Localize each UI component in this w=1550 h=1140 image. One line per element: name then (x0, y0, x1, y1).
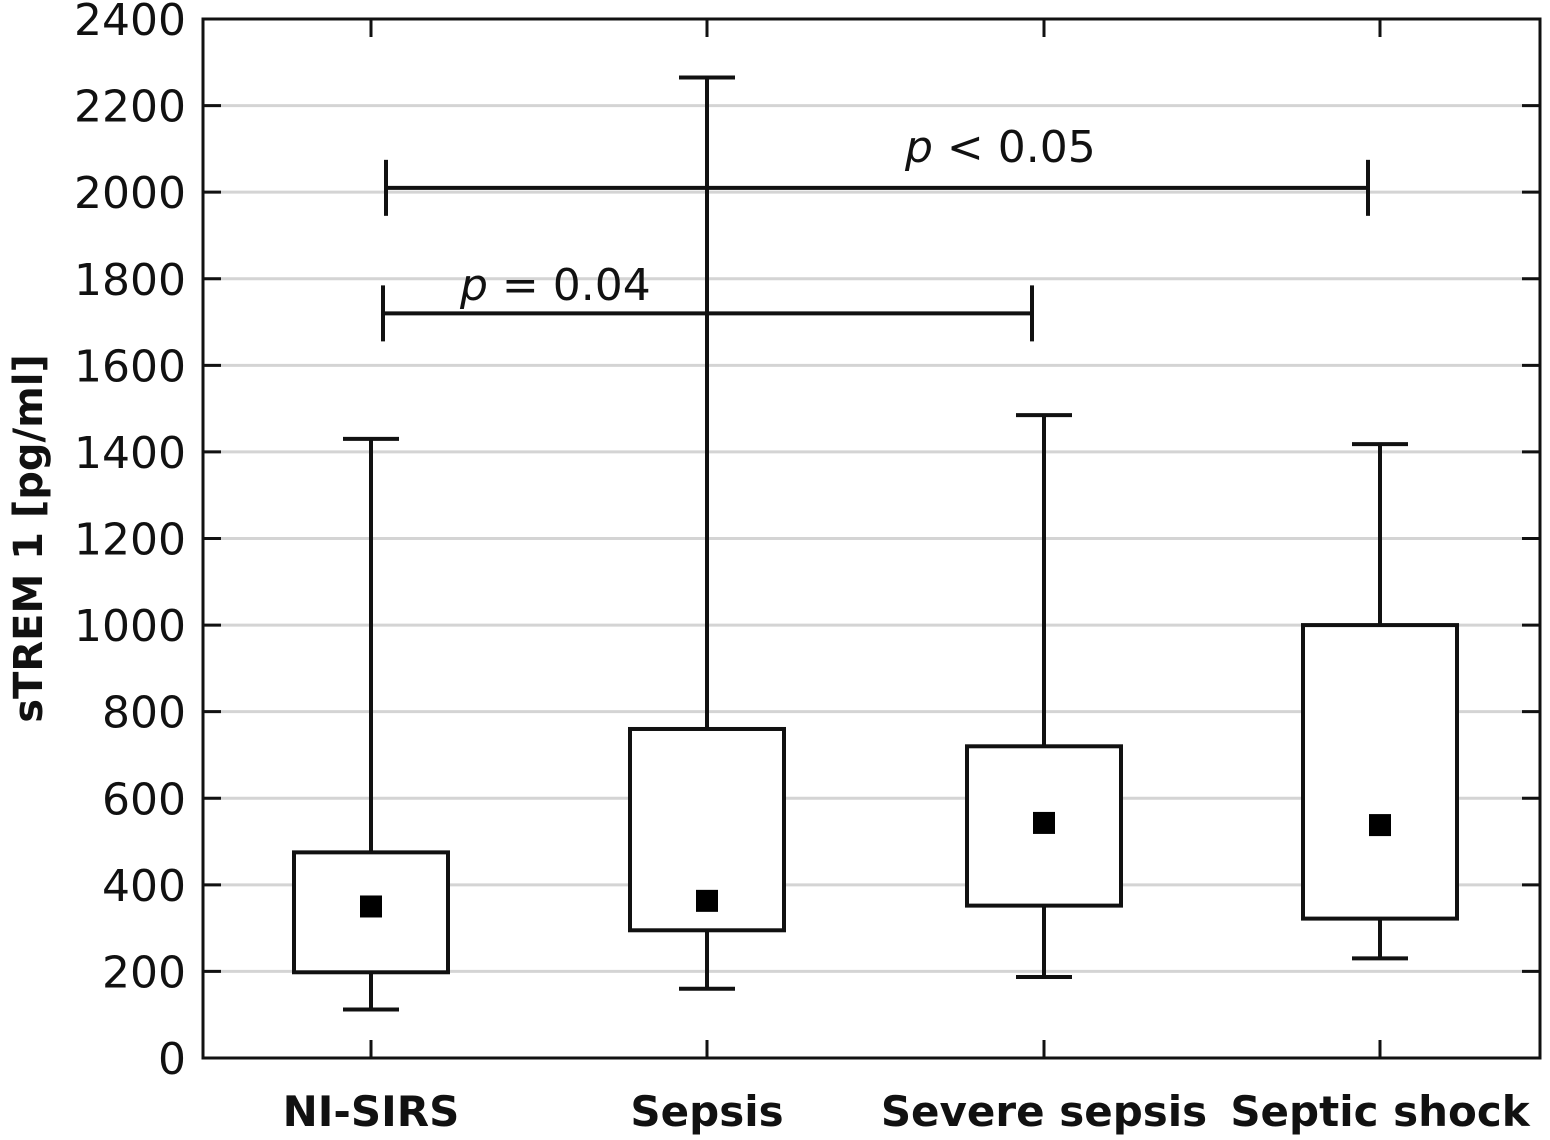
median-marker (1369, 814, 1391, 837)
significance-bracket: p < 0.05 (384, 122, 1370, 216)
y-tick-label: 0 (158, 1034, 186, 1085)
p-value: = 0.04 (488, 260, 651, 311)
x-category-label: Severe sepsis (881, 1087, 1207, 1136)
y-tick-label: 800 (102, 688, 186, 739)
p-value: < 0.05 (933, 122, 1096, 173)
y-tick-label: 200 (102, 947, 186, 998)
y-tick-label: 2000 (74, 168, 186, 219)
x-category-label: Septic shock (1230, 1087, 1530, 1136)
y-tick-label: 1400 (74, 428, 186, 479)
y-tick-label: 1800 (74, 255, 186, 306)
box-septic-shock (1301, 442, 1459, 961)
median-marker (360, 895, 382, 918)
median-marker (1033, 811, 1055, 834)
y-tick-label: 1000 (74, 601, 186, 652)
p-symbol: p (904, 122, 933, 173)
x-category-label: NI-SIRS (283, 1087, 460, 1136)
box-ni-sirs (292, 436, 450, 1012)
y-tick-label: 1200 (74, 515, 186, 566)
p-symbol: p (459, 260, 488, 311)
y-axis-tick-labels: 0 200 400 600 800 1000 1200 1400 1600 1800 2000 220… (74, 0, 186, 1085)
y-tick-label: 2200 (74, 82, 186, 133)
median-marker (696, 889, 718, 912)
box-severe-sepsis (965, 413, 1123, 980)
x-axis-category-labels: NI-SIRS Sepsis Severe sepsis Septic shock (283, 1087, 1531, 1136)
significance-bracket: p = 0.04 (381, 260, 1034, 342)
box-sepsis (628, 75, 786, 991)
y-tick-label: 600 (102, 774, 186, 825)
plot-frame (201, 17, 1542, 1060)
y-tick-label: 2400 (74, 0, 186, 46)
box-series (292, 75, 1459, 1012)
significance-brackets: p = 0.04p < 0.05 (381, 122, 1370, 342)
significance-label: p = 0.04 (459, 260, 651, 311)
y-axis-title: sTREM 1 [pg/ml] (6, 354, 52, 723)
iqr-box (1301, 623, 1459, 921)
x-category-label: Sepsis (630, 1087, 783, 1136)
y-tick-label: 400 (102, 861, 186, 912)
y-tick-label: 1600 (74, 341, 186, 392)
significance-label: p < 0.05 (904, 122, 1096, 173)
